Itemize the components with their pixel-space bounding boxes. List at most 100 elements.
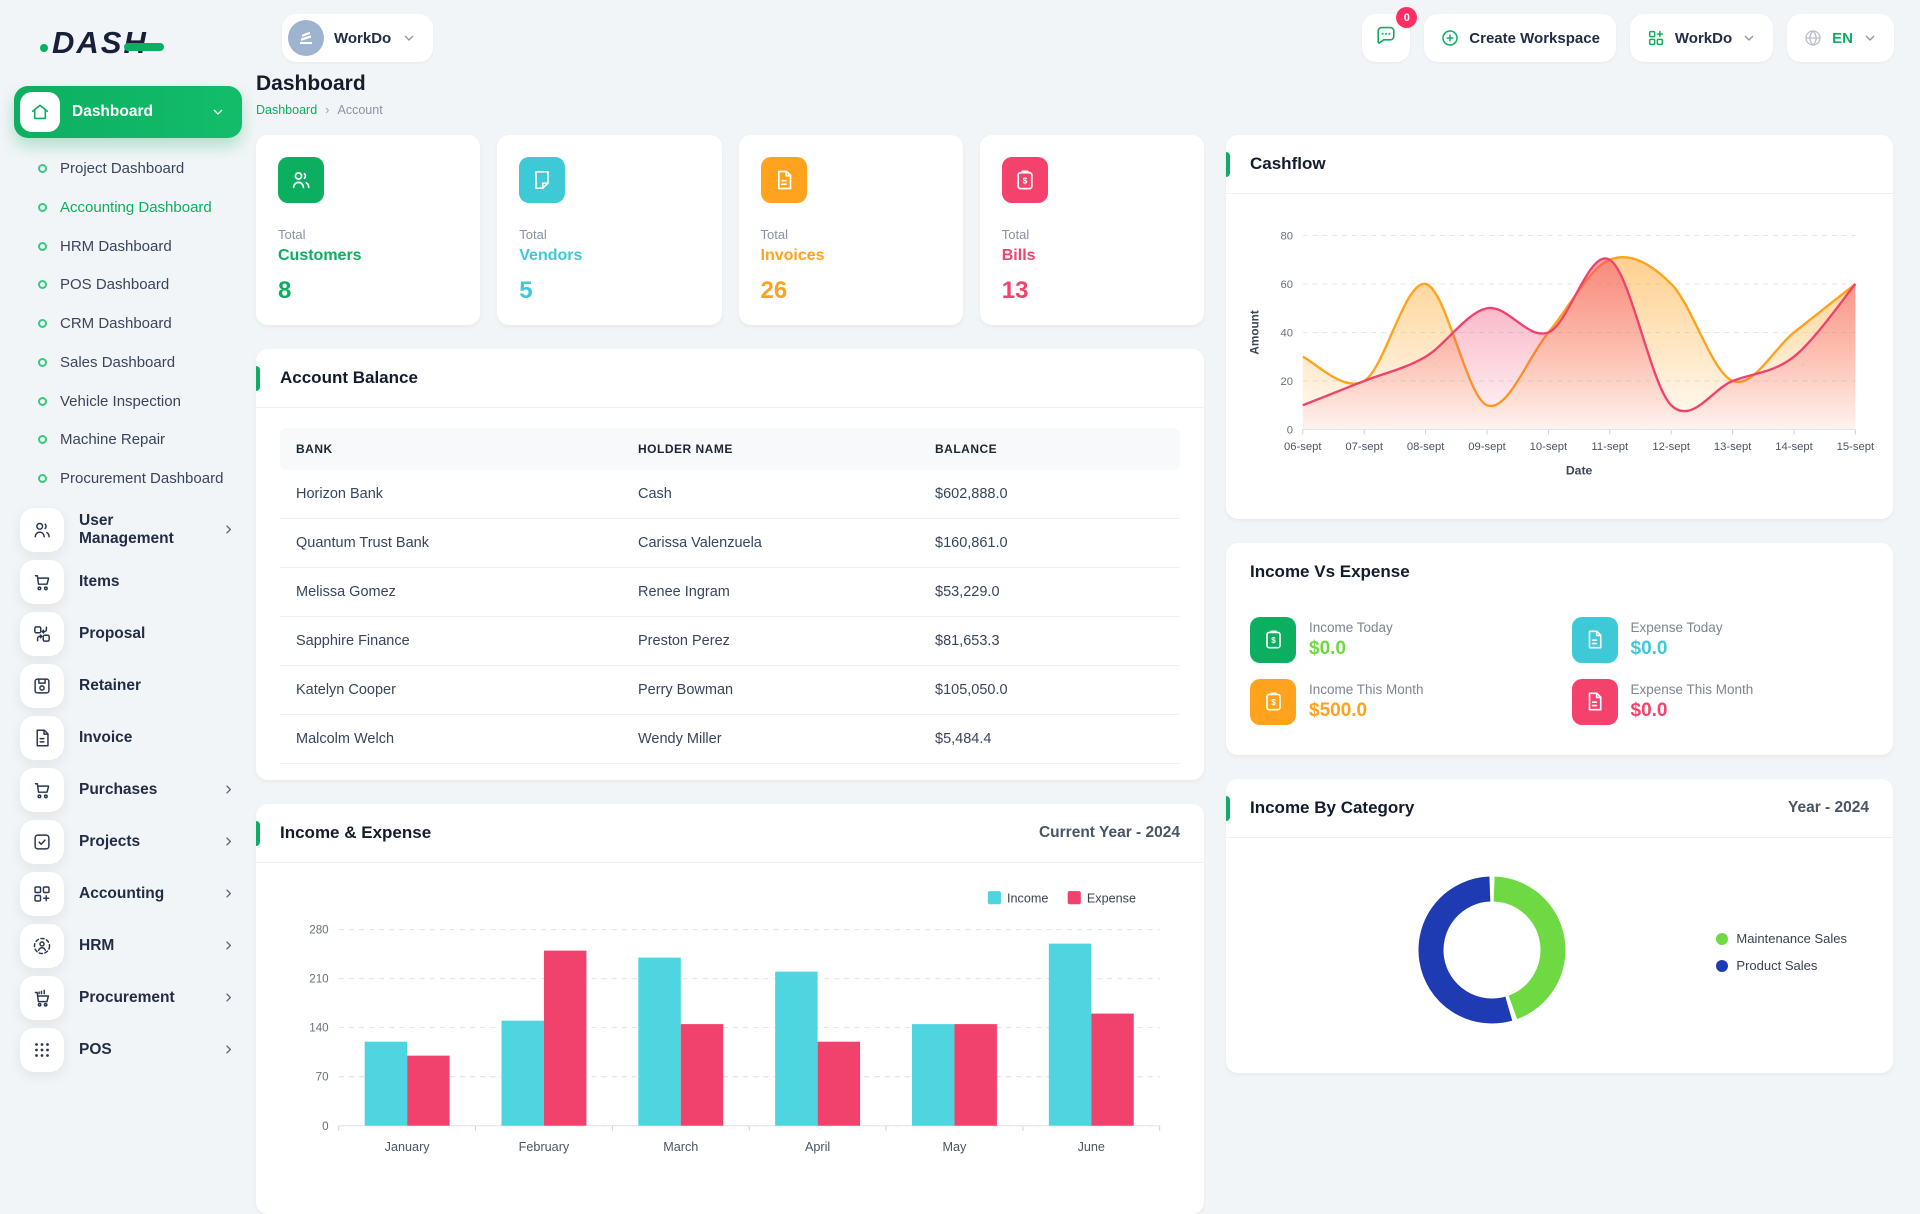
svg-text:280: 280 — [309, 924, 328, 937]
sidebar-item-projects[interactable]: Projects — [14, 817, 242, 867]
cell-balance: $5,484.4 — [919, 714, 1180, 764]
sidebar-item-hrm[interactable]: HRM — [14, 921, 242, 971]
messages-badge: 0 — [1396, 7, 1418, 28]
topbar: WorkDo 0 Create Workspace WorkDo EN — [256, 0, 1920, 66]
ive-item-expense-this-month: Expense This Month $0.0 — [1571, 678, 1870, 725]
clipboard-dollar-icon: $ — [1250, 678, 1296, 725]
table-row: Sapphire Finance Preston Perez $81,653.3 — [280, 616, 1180, 666]
create-workspace-button[interactable]: Create Workspace — [1424, 14, 1616, 62]
create-workspace-label: Create Workspace — [1469, 29, 1600, 47]
language-selector[interactable]: EN — [1787, 14, 1894, 62]
chevron-down-icon — [210, 104, 226, 120]
svg-text:08-sept: 08-sept — [1407, 441, 1445, 453]
income-expense-chart-card: Income & Expense Current Year - 2024 0 70… — [256, 804, 1204, 1214]
ive-text: Income Today $0.0 — [1309, 620, 1393, 660]
sidebar-item-dashboard[interactable]: Dashboard — [14, 86, 242, 138]
svg-text:Expense: Expense — [1087, 891, 1136, 905]
sidebar-item-items[interactable]: Items — [14, 557, 242, 607]
table-row: Quantum Trust Bank Carissa Valenzuela $160… — [280, 518, 1180, 568]
page-title: Dashboard — [256, 72, 366, 95]
proposal-icon — [20, 611, 64, 656]
sidebar-item-user-management[interactable]: User Management — [14, 505, 242, 555]
sidebar-subitem-vehicle-inspection[interactable]: Vehicle Inspection — [14, 383, 242, 422]
sidebar-subitem-accounting-dashboard[interactable]: Accounting Dashboard — [14, 189, 242, 228]
sidebar-subitem-machine-repair[interactable]: Machine Repair — [14, 421, 242, 460]
cell-balance: $53,229.0 — [919, 567, 1180, 617]
table-row: Malcolm Welch Wendy Miller $5,484.4 — [280, 714, 1180, 764]
invoice-icon — [760, 157, 807, 203]
sidebar-item-procurement[interactable]: Procurement — [14, 973, 242, 1023]
users-icon — [278, 157, 324, 203]
svg-text:0: 0 — [1287, 424, 1293, 436]
svg-text:May: May — [943, 1140, 968, 1154]
messages-button[interactable]: 0 — [1362, 7, 1418, 62]
cell-holder-name: Perry Bowman — [622, 665, 919, 715]
bill-icon: $ — [1001, 157, 1048, 203]
sidebar-subitem-label: Project Dashboard — [60, 160, 185, 177]
svg-text:April: April — [805, 1140, 830, 1154]
legend-label: Maintenance Sales — [1736, 931, 1847, 947]
sidebar-item-retainer[interactable]: Retainer — [14, 661, 242, 711]
sidebar-item-proposal[interactable]: Proposal — [14, 609, 242, 659]
stat-label: Invoices — [760, 247, 825, 264]
sidebar-item-invoice[interactable]: Invoice — [14, 713, 242, 763]
svg-text:Date: Date — [1566, 463, 1593, 477]
cart-icon — [20, 767, 64, 812]
sidebar-subitem-crm-dashboard[interactable]: CRM Dashboard — [14, 305, 242, 344]
stat-card-bills: $ Total Bills 13 — [979, 135, 1204, 325]
table-row: Katelyn Cooper Perry Bowman $105,050.0 — [280, 665, 1180, 715]
breadcrumb-dashboard[interactable]: Dashboard — [256, 102, 318, 117]
sidebar-subitem-pos-dashboard[interactable]: POS Dashboard — [14, 266, 242, 305]
income-by-category-period: Year - 2024 — [1787, 798, 1869, 816]
projects-icon — [20, 819, 64, 864]
sidebar-item-pos[interactable]: POS — [14, 1025, 242, 1075]
stat-label: Customers — [278, 247, 362, 264]
sidebar-item-purchases[interactable]: Purchases — [14, 765, 242, 815]
income-by-category-chart — [1404, 862, 1580, 1043]
chevron-right-icon — [221, 834, 236, 849]
chevron-right-icon — [221, 886, 236, 901]
ive-text: Expense Today $0.0 — [1631, 620, 1723, 660]
bullet-icon — [38, 319, 47, 328]
sidebar-item-label: Items — [79, 572, 120, 590]
stat-prefix: Total — [278, 227, 306, 242]
sidebar-item-accounting[interactable]: Accounting — [14, 869, 242, 919]
sidebar-subitem-label: HRM Dashboard — [60, 237, 172, 255]
svg-text:14-sept: 14-sept — [1775, 441, 1813, 453]
chevron-right-icon — [221, 522, 236, 537]
accounting-icon — [20, 871, 64, 916]
income-by-category-donut-svg — [1418, 876, 1566, 1024]
cell-balance: $160,861.0 — [919, 518, 1180, 568]
workspace-selector[interactable]: WorkDo — [282, 14, 434, 62]
cart-icon — [20, 559, 64, 604]
cashflow-chart-svg: 0 20 40 60 80 06-sept 07-sept 08-sept 09-sept 10-… — [1249, 230, 1875, 477]
sidebar-subitem-sales-dashboard[interactable]: Sales Dashboard — [14, 344, 242, 383]
ive-value: $0.0 — [1630, 637, 1668, 659]
ive-label: Income This Month — [1309, 681, 1424, 697]
ive-value: $0.0 — [1309, 637, 1346, 659]
note-icon — [519, 157, 566, 203]
chevron-down-icon — [1862, 30, 1878, 46]
sidebar-subitem-procurement-dashboard[interactable]: Procurement Dashboard — [14, 460, 242, 499]
chevron-right-icon — [221, 990, 236, 1005]
cell-balance: $602,888.0 — [919, 470, 1180, 519]
cell-holder-name: Preston Perez — [622, 616, 919, 666]
cell-holder-name: Wendy Miller — [622, 714, 919, 764]
cell-bank: Katelyn Cooper — [280, 665, 622, 715]
svg-text:June: June — [1078, 1140, 1105, 1154]
account-balance-table: BANK HOLDER NAME BALANCE Horizon Bank Cas… — [280, 428, 1180, 764]
svg-text:06-sept: 06-sept — [1284, 441, 1322, 453]
workdo-menu-button[interactable]: WorkDo — [1629, 14, 1774, 62]
legend-item-maintenance-sales: Maintenance Sales — [1716, 931, 1847, 946]
sidebar-subitem-hrm-dashboard[interactable]: HRM Dashboard — [14, 228, 242, 267]
chevron-right-icon — [221, 938, 236, 953]
svg-text:$: $ — [1022, 176, 1027, 186]
svg-text:140: 140 — [309, 1022, 328, 1035]
sidebar-subitem-project-dashboard[interactable]: Project Dashboard — [14, 150, 242, 189]
chevron-down-icon — [1741, 30, 1757, 46]
breadcrumb-separator: › — [325, 102, 330, 117]
cashflow-card: Cashflow 0 20 40 60 80 06-sept 07-sept 08-sept 0… — [1226, 135, 1893, 519]
account-balance-rows: Horizon Bank Cash $602,888.0 Quantum Trust … — [280, 470, 1180, 764]
app-logo-text: DASH — [40, 25, 164, 60]
cell-bank: Melissa Gomez — [280, 567, 622, 617]
